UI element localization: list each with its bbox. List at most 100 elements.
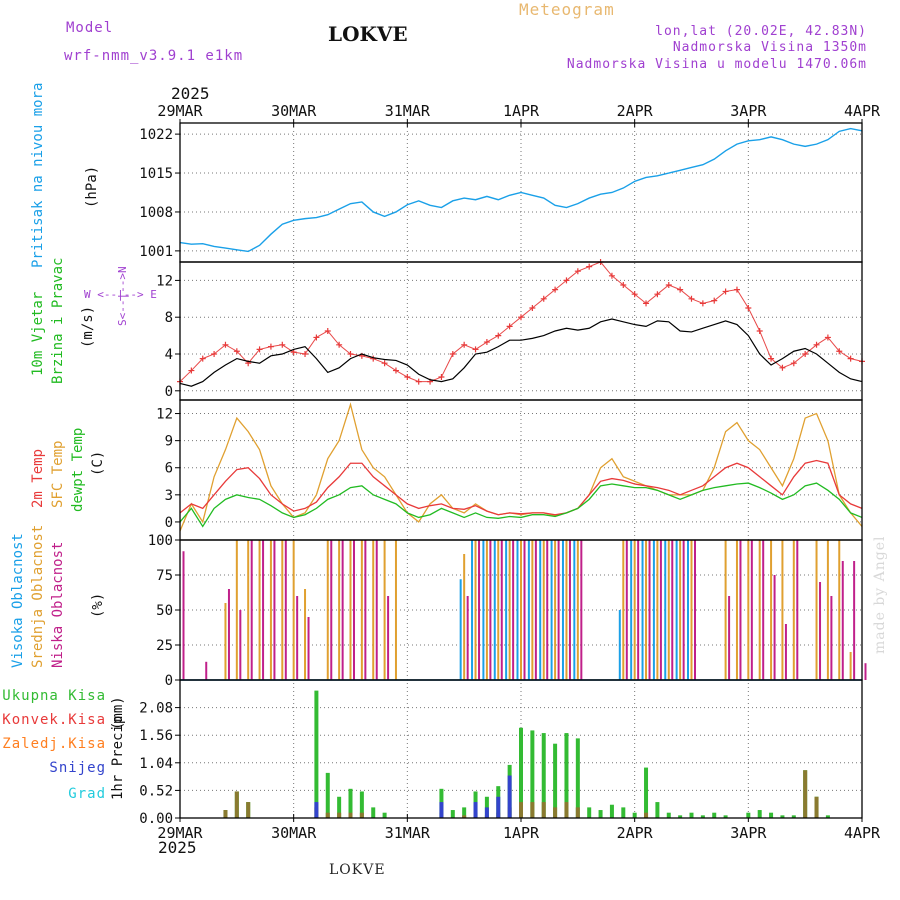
legend-snow: Snijeg [49, 760, 106, 776]
precip-bar-total [462, 807, 467, 818]
precip-bar-total [655, 802, 660, 818]
legend-freezing-rain: Zaledj.Kisa [2, 736, 106, 752]
precip-bar-total [371, 807, 376, 818]
precip-bar-total [825, 815, 830, 818]
wind-gust-point [824, 334, 831, 341]
wind-gust-point [199, 355, 206, 362]
precip-bar-total [644, 767, 649, 818]
wind-gust-point [222, 341, 229, 348]
model-label: Model [66, 20, 114, 36]
wind-gust-point [540, 295, 547, 302]
x-tick-bottom: 4APR [844, 824, 881, 842]
precip-bar-total [723, 815, 728, 818]
wind-gust-point [813, 341, 820, 348]
legend-hail: Grad [68, 786, 106, 802]
precip-bar-convective [814, 796, 819, 818]
panel-frame-4 [179, 679, 863, 819]
precip-bar-total [598, 810, 603, 818]
precip-bar-convective [530, 802, 535, 818]
wind-gust-point [711, 297, 718, 304]
precip-bar-total [359, 791, 364, 818]
x-tick-top: 29MAR [157, 102, 203, 120]
y-tick-label: 0 [165, 515, 173, 531]
wind-gust-point [188, 367, 195, 374]
y-tick-label: 8 [165, 310, 173, 326]
precip-bar-total [553, 743, 558, 818]
wind-gust-point [506, 323, 513, 330]
precip-bar-snow [496, 796, 501, 818]
wind-compass-ew: W <--|--> E [84, 288, 157, 301]
precip-bar-snow [473, 802, 478, 818]
y-tick-label: 3 [165, 488, 173, 504]
wind-speed-line [179, 318, 863, 387]
precip-bar-total [541, 733, 546, 818]
x-tick-top: 1APR [503, 102, 540, 120]
precip-bar-convective [325, 812, 330, 818]
y-tick-label: 25 [156, 638, 173, 654]
x-tick-top: 3APR [730, 102, 767, 120]
precip-bar-total [746, 812, 751, 818]
wind-gust-point [449, 351, 456, 357]
pressure-line [179, 127, 863, 253]
precip-bar-total [678, 815, 683, 818]
precip-bar-convective [348, 812, 353, 818]
model-elevation-label: Nadmorska Visina u modelu 1470.06m [566, 57, 867, 72]
wind-gust-point [472, 346, 479, 353]
x-tick-top: 4APR [844, 102, 881, 120]
precip-bar-convective [462, 815, 467, 818]
y-tick-label: 1015 [139, 166, 173, 182]
precip-bar-convective [519, 802, 523, 818]
x-tick-top: 31MAR [385, 102, 431, 120]
x-tick-bottom: 1APR [503, 824, 540, 842]
wind-gust-point [745, 305, 752, 311]
wind-gust-point [404, 374, 411, 380]
wind-gust-point [381, 360, 388, 367]
precip-bar-convective [803, 770, 808, 818]
precip-bar-convective [223, 810, 228, 818]
precip-bar-total [769, 812, 774, 818]
y-tick-label: 2.08 [139, 701, 173, 717]
precip-bar-snow [314, 802, 319, 818]
x-tick-top: 30MAR [271, 102, 317, 120]
wind-gust-point [302, 351, 309, 357]
precip-bar-total [632, 812, 637, 818]
wind-gust-point [347, 351, 354, 357]
precip-bar-convective [337, 812, 342, 818]
y-tick-label: 0.52 [139, 783, 173, 799]
wind-gust-point [324, 328, 331, 334]
precip-bar-total [382, 812, 387, 818]
precip-bar-total [450, 810, 455, 818]
wind-gust-point [256, 346, 263, 353]
wind-gust-point [722, 288, 729, 295]
wind-gust-point [836, 348, 843, 355]
wind-gust-point [552, 286, 559, 293]
wind-gust-point [211, 351, 218, 357]
model-name: wrf-nmm_v3.9.1 e1km [64, 48, 244, 64]
wind-gust-point [529, 305, 536, 311]
y-tick-label: 50 [156, 603, 173, 619]
y-tick-label: 9 [165, 434, 173, 450]
wind-gust-point [756, 328, 763, 334]
coords-label: lon,lat (20.02E, 42.83N) [655, 24, 867, 39]
precip-bar-total [712, 812, 717, 818]
wind-gust-point [790, 360, 797, 367]
y-tick-label: 12 [156, 273, 173, 289]
precip-bar-snow [484, 807, 489, 818]
precip-bar-convective [553, 807, 558, 818]
precip-bar-convective [644, 812, 649, 818]
precip-bar-convective [234, 791, 239, 818]
y-tick-label: 12 [156, 407, 173, 423]
precip-bar-total [700, 815, 705, 818]
year-bottom: 2025 [158, 838, 197, 857]
wind-gust-point [267, 343, 274, 350]
wind-gust-point [392, 367, 399, 374]
y-tick-label: 1.04 [139, 756, 173, 772]
wind-gust-point [631, 291, 638, 298]
precip-bar-total [587, 807, 592, 818]
wind-gust-point [677, 286, 684, 293]
precip-bar-total [530, 730, 535, 818]
precip-bar-total [609, 804, 614, 818]
x-tick-top: 2APR [617, 102, 654, 120]
legend-convective-rain: Konvek.Kisa [2, 712, 106, 728]
elevation-label: Nadmorska Visina 1350m [672, 40, 867, 55]
